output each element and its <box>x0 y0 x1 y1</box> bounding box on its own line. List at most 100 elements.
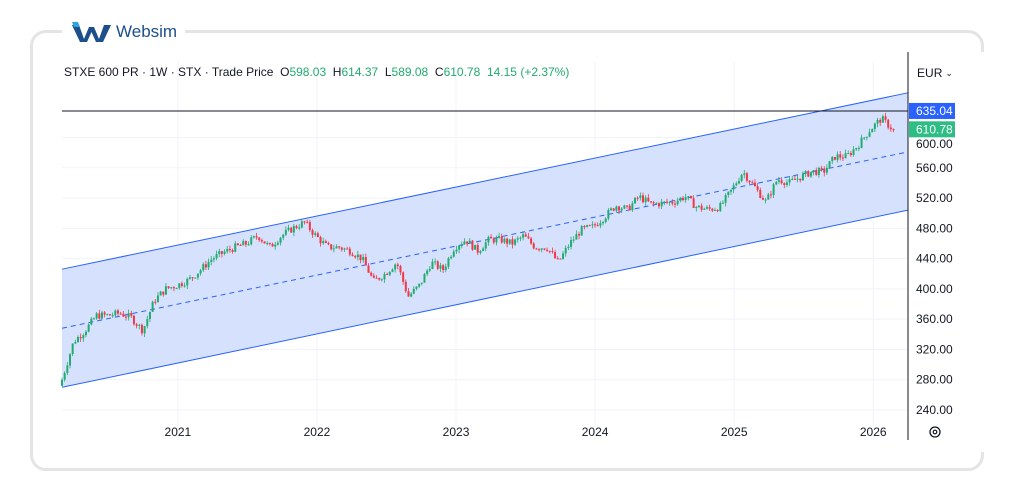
candle-body <box>780 180 783 184</box>
candle-body <box>559 258 562 260</box>
candle-body <box>228 248 231 251</box>
candle-body <box>799 178 802 181</box>
candle-body <box>338 246 341 248</box>
candle-body <box>562 253 565 259</box>
candle-body <box>820 167 823 169</box>
candle-body <box>495 237 498 243</box>
price-type: Trade Price <box>211 65 274 79</box>
candle-body <box>724 195 727 203</box>
candle-body <box>380 279 383 281</box>
candle-body <box>143 326 146 334</box>
candle-body <box>250 237 253 245</box>
candle-body <box>767 194 770 200</box>
y-tick-label: 400.00 <box>916 282 953 296</box>
candle-body <box>657 203 660 207</box>
candle-body <box>207 261 210 268</box>
candle-body <box>684 197 687 201</box>
candle-body <box>140 324 143 334</box>
candle-body <box>370 272 373 276</box>
candle-body <box>271 244 274 247</box>
candle-body <box>220 251 223 254</box>
high-value: 614.37 <box>341 65 379 79</box>
candle-body <box>801 173 804 181</box>
candle-body <box>450 256 453 259</box>
candle-body <box>855 148 858 150</box>
candle-body <box>330 244 333 250</box>
last-price-label-bg <box>909 121 955 138</box>
candle-body <box>362 257 365 261</box>
candle-body <box>887 119 890 128</box>
candle-body <box>348 248 351 255</box>
candle-body <box>415 286 418 289</box>
candle-body <box>303 221 306 223</box>
candle-body <box>636 197 639 199</box>
exchange: STX <box>178 65 202 79</box>
candle-body <box>644 197 647 203</box>
candle-body <box>847 153 850 155</box>
settings-gear-icon[interactable] <box>929 426 941 438</box>
candle-body <box>284 229 287 235</box>
candle-body <box>492 238 495 243</box>
candle-body <box>634 197 637 204</box>
horizontal-line-price-label-bg <box>909 102 955 119</box>
candle-body <box>815 170 818 175</box>
candle-body <box>82 335 85 339</box>
candle-body <box>508 239 511 244</box>
candle-body <box>596 225 599 227</box>
candle-body <box>375 277 378 279</box>
candle-body <box>729 189 732 192</box>
candle-body <box>268 242 271 245</box>
candle-body <box>519 237 522 239</box>
change-value: 14.15 (+2.37%) <box>486 65 570 79</box>
candle-body <box>180 283 183 286</box>
candle-body <box>212 258 215 260</box>
candle-body <box>708 207 711 209</box>
candle-body <box>164 286 167 295</box>
candle-body <box>74 342 77 344</box>
candle-body <box>335 246 338 249</box>
candle-body <box>87 324 90 332</box>
candle-body <box>652 202 655 204</box>
candle-body <box>879 119 882 123</box>
candle-body <box>809 172 812 177</box>
symbol-name[interactable]: STXE 600 PR <box>64 65 139 79</box>
candle-body <box>479 250 482 253</box>
candle-body <box>210 259 213 262</box>
candle-body <box>263 241 266 244</box>
candle-body <box>839 154 842 158</box>
candle-body <box>260 240 263 242</box>
candle-body <box>418 283 421 287</box>
y-tick-label: 560.00 <box>916 161 953 175</box>
candle-body <box>527 236 530 239</box>
candle-body <box>439 265 442 269</box>
candle-body <box>431 261 434 269</box>
candle-body <box>751 182 754 184</box>
candle-body <box>543 248 546 250</box>
candle-body <box>252 236 255 238</box>
candle-body <box>769 194 772 196</box>
candle-body <box>761 197 764 200</box>
candle-body <box>90 318 93 325</box>
candle-body <box>860 137 863 148</box>
open-value: 598.03 <box>289 65 327 79</box>
candle-body <box>865 136 868 138</box>
candle-body <box>258 237 261 241</box>
candle-body <box>346 248 349 250</box>
candle-body <box>618 206 621 211</box>
candle-body <box>319 236 322 244</box>
candle-body <box>700 205 703 210</box>
candle-body <box>95 313 98 319</box>
candle-body <box>474 244 477 250</box>
candle-body <box>828 161 831 168</box>
candle-body <box>266 242 269 244</box>
candle-body <box>665 201 668 203</box>
candle-body <box>391 269 394 272</box>
candle-body <box>610 208 613 211</box>
candle-body <box>607 210 610 219</box>
interval[interactable]: 1W <box>149 65 168 79</box>
candle-body <box>524 234 527 237</box>
candle-body <box>503 238 506 243</box>
candle-body <box>282 234 285 238</box>
currency-dropdown[interactable]: EUR ⌄ <box>912 62 958 84</box>
